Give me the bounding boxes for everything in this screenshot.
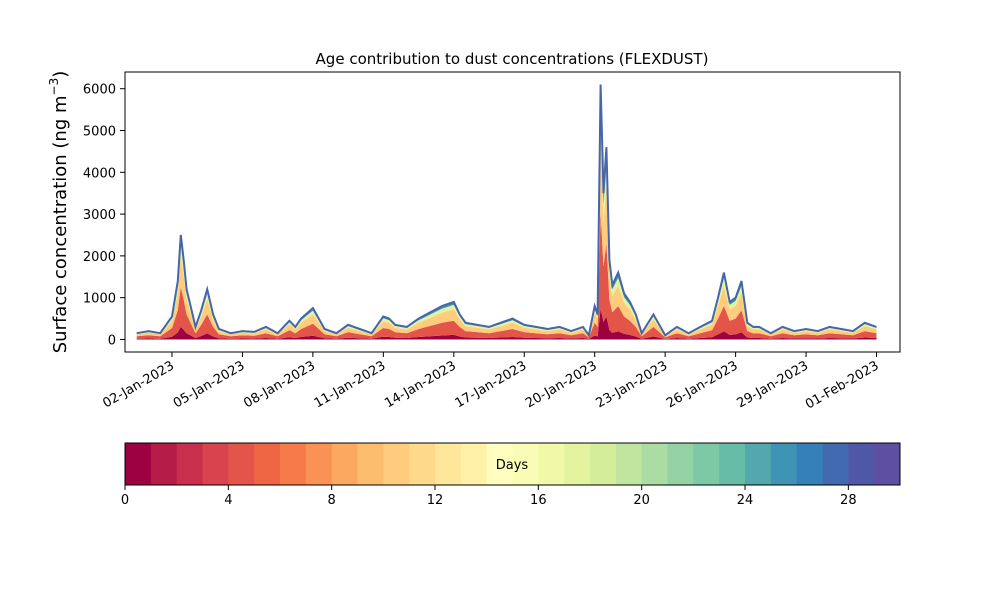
colorbar-cell [538, 443, 565, 485]
colorbar-cell [719, 443, 746, 485]
colorbar-cell [331, 443, 358, 485]
colorbar-cell [486, 443, 513, 485]
y-tick-label: 5000 [83, 125, 116, 140]
colorbar-tick-label: 8 [328, 493, 336, 508]
colorbar-tick-label: 12 [427, 493, 444, 508]
colorbar-cell [641, 443, 668, 485]
colorbar-cell [564, 443, 591, 485]
colorbar-cell [228, 443, 255, 485]
colorbar-cell [512, 443, 539, 485]
colorbar-cell [615, 443, 643, 485]
age-band-2 [136, 135, 877, 338]
colorbar-cell [383, 443, 410, 485]
colorbar-cell [460, 443, 488, 485]
colorbar-cell [822, 443, 849, 485]
colorbar-tick-label: 24 [737, 493, 754, 508]
total-concentration-line [136, 84, 877, 338]
colorbar-tick-label: 0 [121, 493, 129, 508]
y-axis-label-main: Surface concentration (ng m [50, 95, 71, 353]
y-axis-label-superscript: −3 [47, 78, 61, 96]
colorbar-cell [796, 443, 823, 485]
colorbar-cell [357, 443, 384, 485]
colorbar-cell [745, 443, 772, 485]
y-tick-label: 1000 [83, 292, 116, 307]
colorbar-cell [305, 443, 333, 485]
y-tick-label: 6000 [83, 83, 116, 98]
colorbar-cell [125, 443, 152, 485]
y-tick-label: 0 [108, 333, 116, 348]
colorbar-cell [590, 443, 617, 485]
colorbar-cell [409, 443, 436, 485]
colorbar-tick-label: 28 [840, 493, 857, 508]
colorbar-cell [176, 443, 203, 485]
y-axis-ticks: 0 1000 2000 3000 4000 5000 6000 [83, 83, 125, 348]
colorbar-cell [202, 443, 229, 485]
age-band-1 [136, 212, 877, 339]
colorbar-label: Days [496, 458, 529, 473]
y-tick-label: 3000 [83, 208, 116, 223]
colorbar-tick-label: 4 [224, 493, 232, 508]
y-tick-label: 4000 [83, 166, 116, 181]
colorbar-cells [125, 443, 901, 485]
chart-title: Age contribution to dust concentrations … [316, 50, 709, 68]
colorbar-tick-label: 16 [530, 493, 547, 508]
y-axis-label-suffix: ) [50, 71, 71, 78]
colorbar-cell [693, 443, 720, 485]
colorbar-tick-label: 20 [633, 493, 650, 508]
colorbar-ticks: 0 4 8 12 16 20 24 28 [121, 485, 857, 508]
colorbar-cell [770, 443, 798, 485]
colorbar-cell [280, 443, 307, 485]
colorbar-cell [874, 443, 901, 485]
colorbar-cell [435, 443, 462, 485]
y-axis-label: Surface concentration (ng m−3) [47, 71, 71, 354]
age-colorbar: Days 0 4 8 12 16 20 24 28 [121, 442, 901, 508]
colorbar-cell [667, 443, 694, 485]
plot-frame [124, 71, 901, 353]
age-bands [136, 84, 877, 340]
colorbar-frame [124, 442, 901, 486]
colorbar-cell [848, 443, 875, 485]
age-band-0 [136, 308, 877, 340]
y-tick-label: 2000 [83, 250, 116, 265]
colorbar-cell [254, 443, 281, 485]
colorbar-cell [150, 443, 178, 485]
